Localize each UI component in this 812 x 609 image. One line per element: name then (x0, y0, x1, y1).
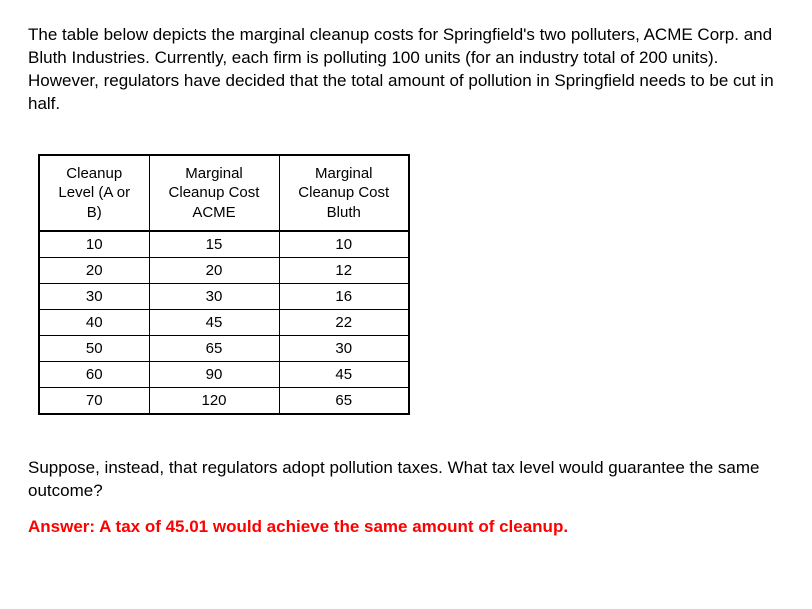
cell-acme: 120 (149, 388, 279, 415)
header-text: Marginal (315, 165, 373, 182)
header-text: Marginal (185, 165, 243, 182)
header-text: ACME (192, 204, 235, 221)
table-row: 70 120 65 (39, 388, 409, 415)
cell-bluth: 30 (279, 336, 409, 362)
cell-acme: 45 (149, 310, 279, 336)
table-row: 10 15 10 (39, 231, 409, 258)
table-row: 40 45 22 (39, 310, 409, 336)
cell-acme: 30 (149, 284, 279, 310)
header-text: Cleanup Level (A or B) (58, 165, 130, 221)
cell-level: 20 (39, 258, 149, 284)
intro-paragraph: The table below depicts the marginal cle… (28, 24, 784, 116)
cell-bluth: 16 (279, 284, 409, 310)
table-row: 20 20 12 (39, 258, 409, 284)
cell-level: 50 (39, 336, 149, 362)
cell-level: 10 (39, 231, 149, 258)
cell-bluth: 22 (279, 310, 409, 336)
table-header-row: Cleanup Level (A or B) Marginal Cleanup … (39, 155, 409, 232)
cost-table: Cleanup Level (A or B) Marginal Cleanup … (38, 154, 410, 416)
cell-level: 40 (39, 310, 149, 336)
table-row: 50 65 30 (39, 336, 409, 362)
table-row: 30 30 16 (39, 284, 409, 310)
cell-bluth: 65 (279, 388, 409, 415)
header-text: Bluth (327, 204, 361, 221)
header-acme: Marginal Cleanup Cost ACME (149, 155, 279, 232)
header-text: Cleanup Cost (169, 184, 260, 201)
cell-bluth: 10 (279, 231, 409, 258)
cell-acme: 90 (149, 362, 279, 388)
header-cleanup-level: Cleanup Level (A or B) (39, 155, 149, 232)
cell-acme: 15 (149, 231, 279, 258)
cell-level: 30 (39, 284, 149, 310)
cell-level: 60 (39, 362, 149, 388)
cell-bluth: 45 (279, 362, 409, 388)
table-row: 60 90 45 (39, 362, 409, 388)
cell-acme: 65 (149, 336, 279, 362)
cell-level: 70 (39, 388, 149, 415)
cell-acme: 20 (149, 258, 279, 284)
answer-paragraph: Answer: A tax of 45.01 would achieve the… (28, 517, 784, 537)
table-body: 10 15 10 20 20 12 30 30 16 40 45 22 50 6… (39, 231, 409, 414)
header-text: Cleanup Cost (298, 184, 389, 201)
question-paragraph: Suppose, instead, that regulators adopt … (28, 457, 784, 503)
header-bluth: Marginal Cleanup Cost Bluth (279, 155, 409, 232)
cell-bluth: 12 (279, 258, 409, 284)
